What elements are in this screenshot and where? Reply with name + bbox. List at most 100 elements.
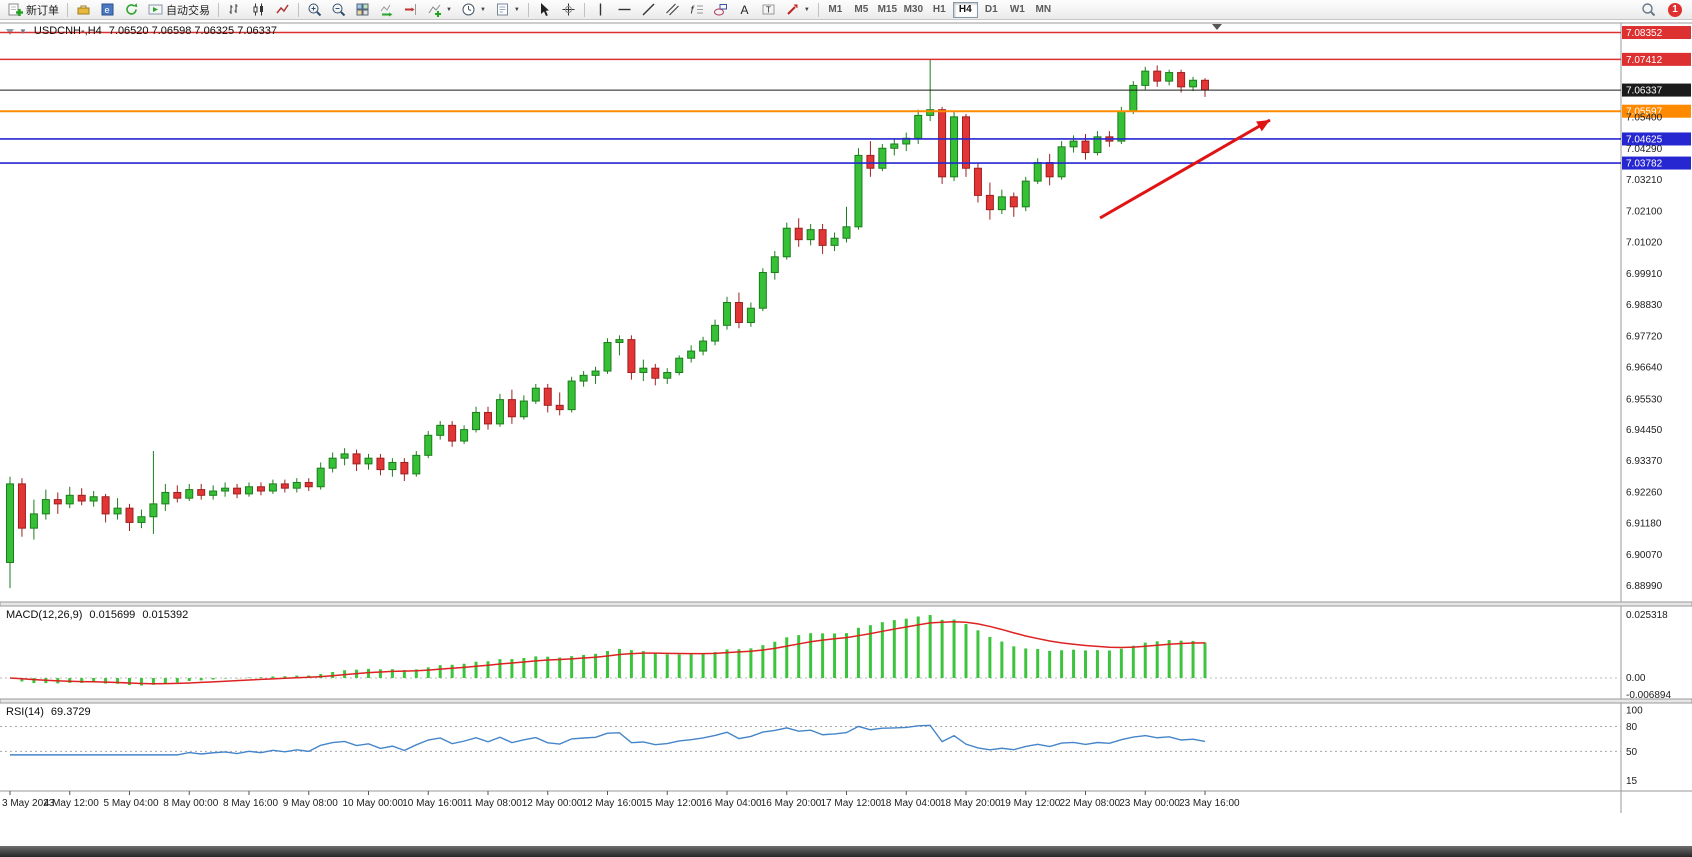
svg-text:e: e: [105, 5, 110, 15]
price-badge-label: 7.04625: [1626, 134, 1663, 145]
fibonacci-tool-button[interactable]: f: [685, 1, 708, 19]
candle-body: [699, 340, 708, 352]
price-axis-label: 7.01020: [1626, 237, 1663, 248]
timeframe-d1[interactable]: D1: [979, 2, 1004, 18]
chart-canvas[interactable]: 7.08352 7.07412 7.06337 7.05597 7.04625 7.037…: [0, 20, 1692, 846]
candlestick-chart-button[interactable]: [247, 1, 270, 19]
candle-body: [17, 483, 26, 529]
time-axis-label: 18 May 20:00: [940, 798, 1001, 809]
candle-body: [245, 486, 253, 495]
price-badge-label: 7.07412: [1626, 55, 1663, 66]
candle-body: [579, 374, 588, 382]
arrows-tool-button[interactable]: ▼: [781, 1, 814, 19]
timeframe-m1[interactable]: M1: [823, 2, 848, 18]
time-axis-label: 16 May 20:00: [761, 798, 822, 809]
zoom-out-button[interactable]: [327, 1, 350, 19]
candle-body: [687, 350, 696, 359]
time-axis-label: 5 May 04:00: [104, 798, 159, 809]
chart-shift-button[interactable]: [399, 1, 422, 19]
text-tool-button[interactable]: A: [733, 1, 756, 19]
chart-shift-marker: [1212, 24, 1222, 30]
candle-body: [352, 453, 361, 465]
new-order-button[interactable]: 新订单: [4, 1, 63, 19]
candle-body: [149, 503, 158, 518]
main-toolbar: 新订单 e 自动交易: [0, 0, 1692, 20]
time-axis-label: 16 May 04:00: [701, 798, 762, 809]
timeframe-m30[interactable]: M30: [901, 2, 926, 18]
refresh-icon: [126, 3, 138, 15]
periods-button[interactable]: ▼: [457, 1, 490, 19]
vertical-line-tool-button[interactable]: [589, 1, 612, 19]
candle-body: [723, 302, 731, 326]
candle-body: [53, 499, 62, 505]
candle-body: [973, 167, 982, 196]
templates-button[interactable]: ▼: [491, 1, 524, 19]
timeframe-w1[interactable]: W1: [1005, 2, 1030, 18]
horizontal-line-tool-button[interactable]: [613, 1, 636, 19]
candle-body: [185, 489, 194, 499]
timeframe-mn[interactable]: MN: [1031, 2, 1056, 18]
candle-body: [782, 227, 791, 258]
macd-signal-line: [9, 620, 1206, 685]
text-label-tool-button[interactable]: T: [757, 1, 780, 19]
autotrading-icon: [148, 4, 163, 15]
toolbox-button[interactable]: [72, 1, 95, 19]
price-badge-support-upper: [1622, 132, 1691, 146]
timeframe-m5[interactable]: M5: [849, 2, 874, 18]
auto-scroll-button[interactable]: [375, 1, 398, 19]
toolbar-separator: [527, 2, 529, 17]
panel-resize-divider[interactable]: [0, 698, 1692, 704]
candle-body: [400, 461, 409, 475]
candle-body: [675, 357, 684, 373]
rsi-axis-label: 80: [1626, 722, 1638, 733]
candle-body: [280, 483, 289, 489]
macd-axis-label: -0.006894: [1626, 690, 1671, 701]
trendline-tool-button[interactable]: [637, 1, 660, 19]
timeframe-h1[interactable]: H1: [927, 2, 952, 18]
autotrading-button[interactable]: 自动交易: [144, 1, 214, 19]
svg-text:f: f: [690, 5, 694, 17]
trend-arrow-head[interactable]: [1256, 120, 1270, 132]
panel-resize-divider[interactable]: [0, 601, 1692, 607]
candle-body: [842, 226, 851, 239]
toolbar-separator: [583, 2, 585, 17]
bar-chart-button[interactable]: [223, 1, 246, 19]
svg-text:T: T: [766, 6, 771, 15]
line-chart-button[interactable]: [271, 1, 294, 19]
refresh-button[interactable]: [120, 1, 143, 19]
candle-body: [770, 256, 779, 274]
text-label-icon: T: [762, 4, 775, 15]
price-badge-resistance-lower: [1622, 52, 1691, 66]
candle-body: [866, 154, 875, 169]
price-badge-label: 7.03782: [1626, 159, 1663, 170]
crosshair-button[interactable]: [557, 1, 580, 19]
channel-tool-button[interactable]: [661, 1, 684, 19]
toolbar-separator: [218, 2, 219, 17]
metaeditor-button[interactable]: e: [96, 1, 119, 19]
price-badge-label: 7.06337: [1626, 86, 1663, 97]
time-axis-label: 18 May 04:00: [880, 798, 941, 809]
candle-body: [794, 227, 803, 241]
svg-text:A: A: [740, 3, 748, 17]
candle-body: [914, 114, 923, 139]
search-button[interactable]: [1637, 1, 1660, 19]
candle-body: [758, 272, 767, 309]
shapes-tool-button[interactable]: [709, 1, 732, 19]
indicators-button[interactable]: ▼: [423, 1, 456, 19]
tile-windows-button[interactable]: [351, 1, 374, 19]
candle-body: [495, 399, 504, 425]
candle-body: [125, 507, 134, 523]
cursor-button[interactable]: [533, 1, 556, 19]
candle-body: [77, 494, 86, 502]
time-axis-label: 17 May 12:00: [821, 798, 882, 809]
timeframe-m15[interactable]: M15: [875, 2, 900, 18]
price-badge-bid-price: [1622, 83, 1691, 97]
notification-badge[interactable]: 1: [1668, 2, 1682, 17]
candle-body: [376, 457, 385, 471]
candle-body: [328, 457, 337, 469]
chart-background: [0, 20, 1692, 846]
candle-body: [854, 154, 863, 228]
zoom-in-button[interactable]: [303, 1, 326, 19]
trend-arrow[interactable]: [1099, 118, 1271, 220]
timeframe-h4[interactable]: H4: [952, 1, 978, 18]
